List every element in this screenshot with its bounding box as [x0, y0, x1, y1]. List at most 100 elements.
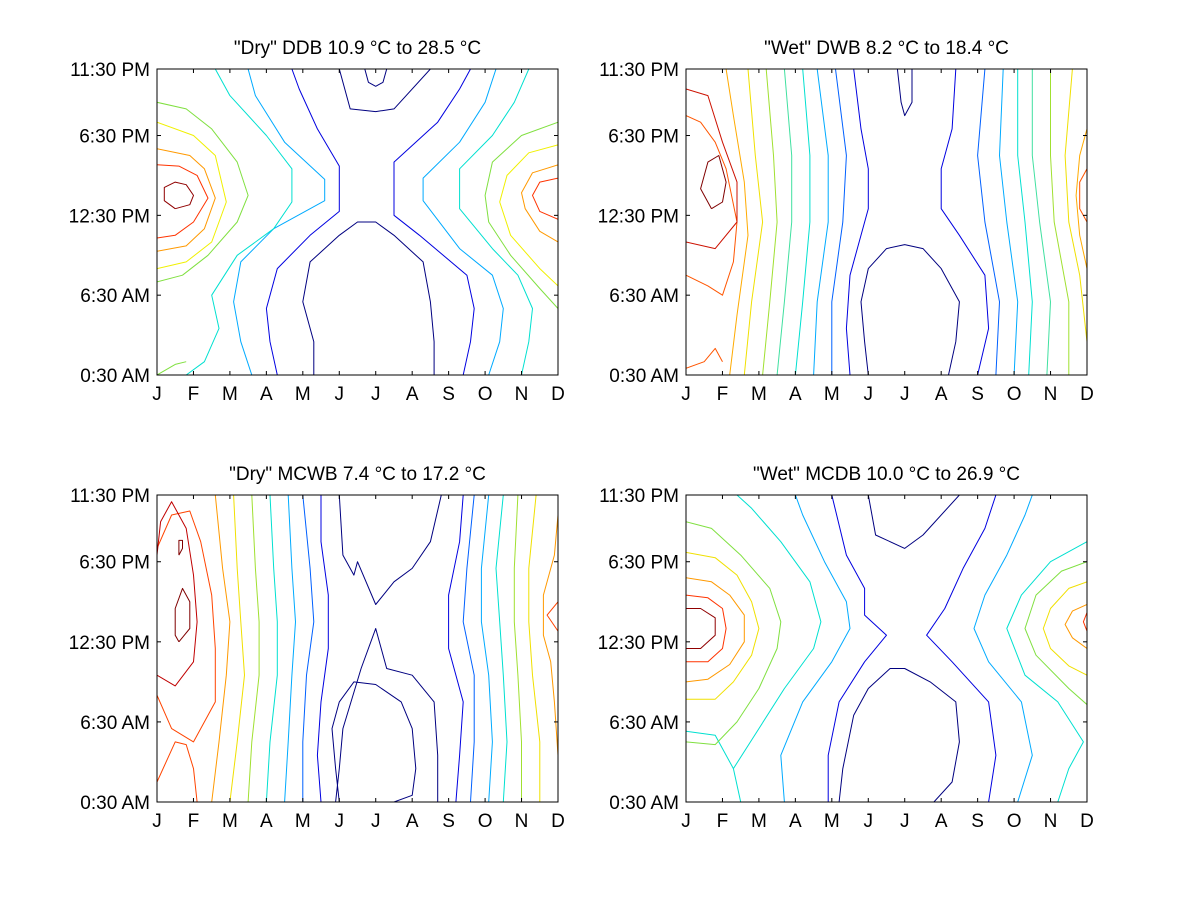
x-tick-label: F	[188, 384, 200, 405]
contour-line-level-9-1	[686, 608, 716, 649]
subplot-title: "Wet" MCDB 10.0 °C to 26.9 °C	[753, 464, 1020, 485]
contour-line-level-11-1	[686, 88, 738, 250]
x-tick-label: M	[824, 384, 840, 405]
contour-line-level-4-1	[185, 69, 293, 375]
x-tick-label: F	[717, 384, 729, 405]
y-tick-label: 12:30 PM	[69, 206, 150, 227]
contour-line-level-3-2	[462, 495, 475, 802]
x-tick-label: N	[1044, 384, 1058, 405]
contour-line-level-3-2	[422, 69, 504, 375]
contour-line-level-6-1	[157, 121, 227, 270]
contour-line-level-7-2	[1064, 604, 1087, 649]
y-tick-label: 6:30 PM	[608, 553, 679, 574]
contour-line-level-3-1	[780, 495, 851, 802]
axes-box	[156, 494, 559, 803]
axes-box	[156, 68, 559, 376]
y-tick-label: 6:30 PM	[79, 553, 150, 574]
contour-line-level-5-1	[686, 521, 782, 746]
y-tick-label: 6:30 PM	[608, 127, 679, 148]
x-tick-label: D	[1080, 811, 1094, 832]
x-tick-label: N	[515, 384, 529, 405]
contour-line-level-8-1	[686, 594, 727, 663]
x-tick-label: J	[371, 384, 381, 405]
subplot-4: "Wet" MCDB 10.0 °C to 26.9 °C J F M A M J J A S O N…	[598, 464, 1094, 832]
contour-line-level-4-1	[732, 495, 822, 802]
contour-line-level-2-2	[448, 495, 464, 802]
x-tick-label: F	[717, 811, 729, 832]
contour-line-level-2-2	[940, 69, 990, 375]
y-tick-label: 11:30 PM	[599, 60, 679, 81]
x-tick-label: M	[295, 384, 311, 405]
axes-box	[685, 494, 1088, 803]
contour-line-level-5-1	[794, 69, 811, 375]
x-tick-label: A	[406, 811, 419, 832]
contour-line-level-8-1	[211, 495, 231, 802]
x-tick-label: J	[335, 811, 345, 832]
y-tick-label: 0:30 AM	[80, 366, 150, 387]
x-tick-label: M	[222, 384, 238, 405]
y-tick-label: 6:30 PM	[79, 127, 150, 148]
x-tick-label: A	[260, 384, 273, 405]
contour-line-level-2-2	[393, 69, 475, 375]
contour-line-level-2-1	[265, 69, 340, 375]
contour-line-level-6-1	[247, 495, 260, 802]
contour-line-level-4-2	[459, 69, 533, 375]
y-tick-label: 6:30 AM	[609, 286, 679, 307]
x-tick-label: J	[371, 811, 381, 832]
x-tick-label: A	[789, 384, 802, 405]
y-tick-label: 0:30 AM	[609, 366, 679, 387]
contour-line-level-9-1	[163, 181, 194, 210]
x-tick-label: N	[1044, 811, 1058, 832]
x-tick-label: J	[152, 384, 162, 405]
contour-line-level-1-2	[867, 495, 960, 549]
x-tick-label: D	[551, 384, 565, 405]
x-tick-label: A	[935, 811, 948, 832]
x-tick-label: M	[751, 384, 767, 405]
contour-line-level-8-2	[532, 177, 558, 220]
x-tick-label: A	[935, 384, 948, 405]
contour-line-level-7-2	[528, 495, 541, 802]
contour-line-level-5-2	[1017, 69, 1033, 375]
contour-line-level-3-1	[233, 69, 326, 375]
contour-line-level-7-1	[686, 577, 745, 683]
x-tick-label: M	[751, 811, 767, 832]
contour-line-level-11-2	[178, 539, 183, 556]
contour-line-level-9-2	[1075, 128, 1087, 269]
y-tick-label: 11:30 PM	[599, 486, 679, 507]
contour-line-level-7-1	[229, 495, 245, 802]
y-tick-label: 6:30 AM	[80, 713, 150, 734]
contour-line-level-2-1	[316, 495, 329, 802]
contour-line-level-2-1	[827, 495, 887, 802]
x-tick-label: F	[188, 811, 200, 832]
contour-line-level-6-1	[686, 551, 760, 700]
contour-line-level-6-2	[1031, 69, 1051, 375]
contour-line-level-8-2	[1082, 612, 1087, 632]
y-tick-label: 0:30 AM	[80, 793, 150, 814]
contour-line-level-1-1	[302, 221, 435, 375]
x-tick-label: J	[900, 811, 910, 832]
contour-line-level-5-1	[157, 361, 187, 375]
contour-lines	[157, 495, 558, 802]
contour-line-level-6-2	[1042, 581, 1087, 676]
contour-line-level-7-1	[157, 148, 216, 252]
contour-line-level-6-2	[499, 144, 558, 287]
contour-line-level-5-2	[157, 101, 249, 283]
contour-line-level-1-3	[364, 69, 388, 87]
x-tick-label: S	[442, 811, 455, 832]
contour-line-level-3-2	[977, 69, 1000, 375]
y-tick-label: 6:30 AM	[80, 286, 150, 307]
x-tick-label: M	[222, 811, 238, 832]
subplot-title: "Dry" DDB 10.9 °C to 28.5 °C	[234, 38, 481, 59]
x-tick-label: O	[1007, 384, 1022, 405]
contour-line-level-1-2	[338, 69, 431, 113]
y-tick-label: 12:30 PM	[598, 206, 679, 227]
contour-line-level-8-2	[1064, 69, 1087, 342]
contour-line-level-5-1	[265, 495, 278, 802]
x-tick-label: J	[864, 384, 874, 405]
subplot-title: "Wet" DWB 8.2 °C to 18.4 °C	[764, 38, 1009, 59]
y-tick-label: 11:30 PM	[70, 486, 150, 507]
contour-line-level-7-2	[521, 164, 558, 243]
contour-line-level-9-2	[157, 510, 216, 743]
